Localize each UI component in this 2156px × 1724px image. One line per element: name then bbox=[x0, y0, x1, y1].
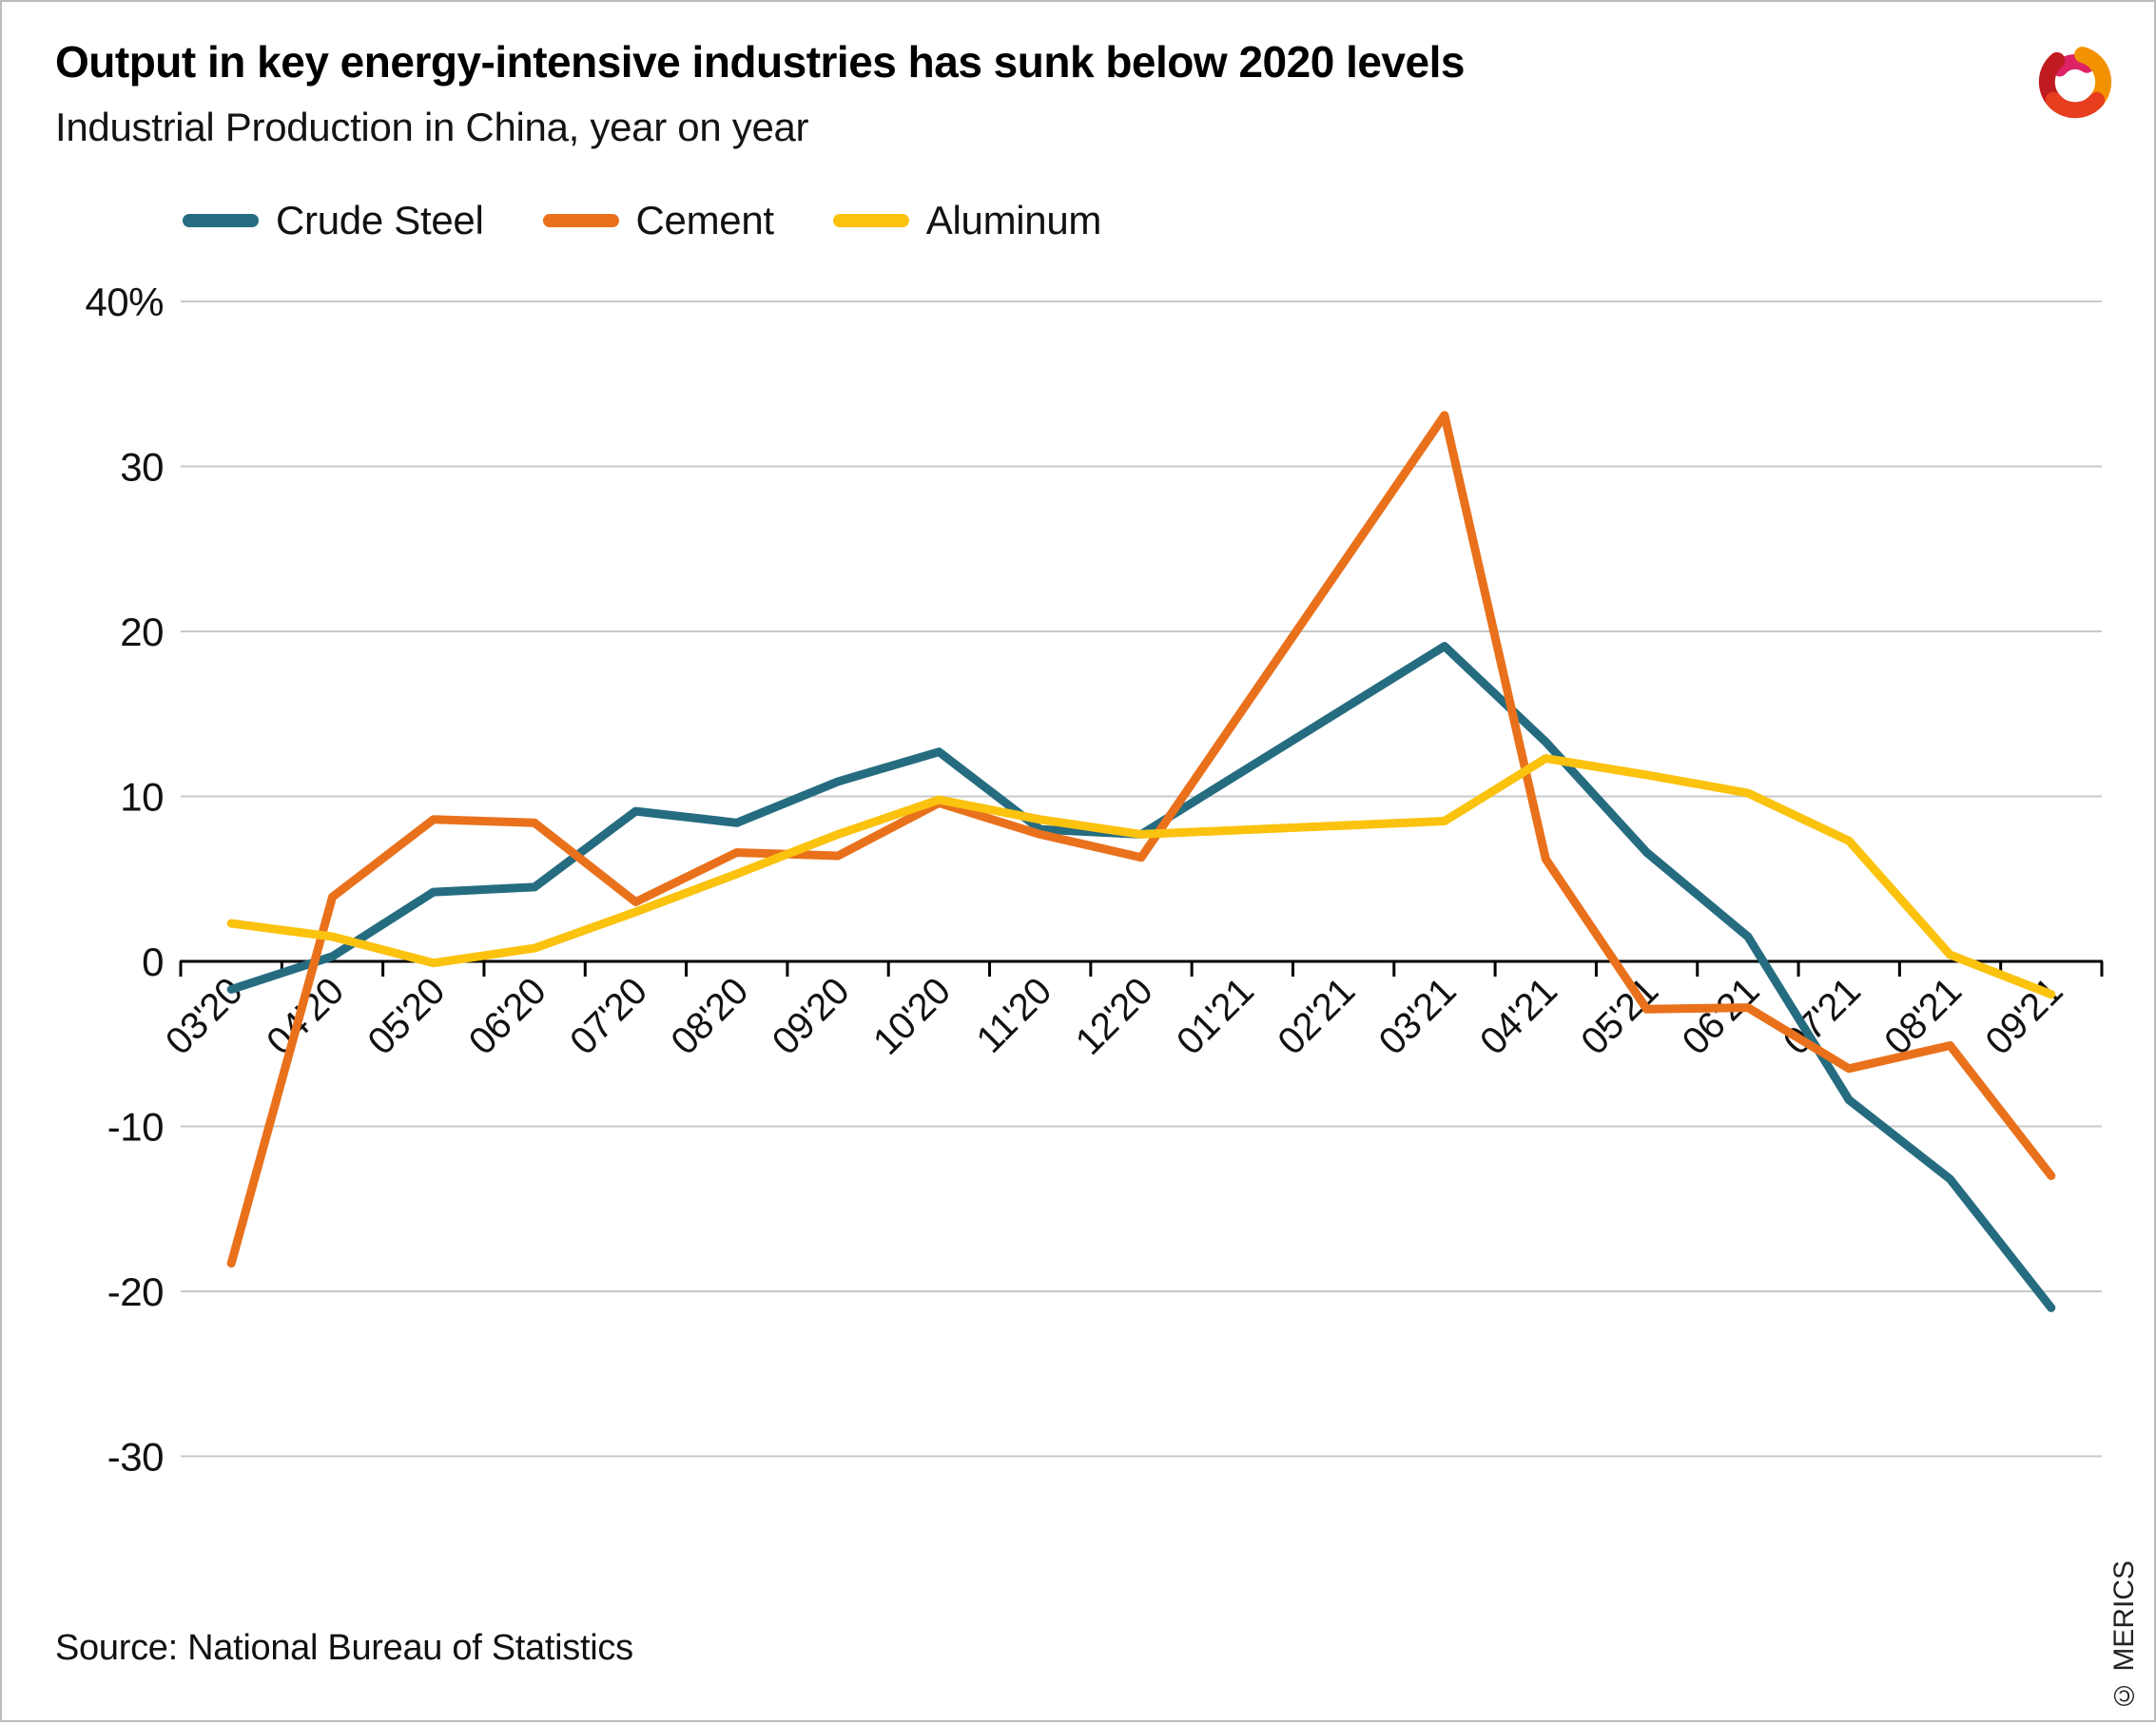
x-tick-label: 02'21 bbox=[1270, 970, 1363, 1063]
legend-item-cement: Cement bbox=[542, 198, 775, 243]
y-tick-label: -30 bbox=[107, 1435, 164, 1480]
legend-label: Aluminum bbox=[925, 198, 1102, 242]
y-tick-label: -20 bbox=[107, 1269, 164, 1314]
legend-label: Cement bbox=[635, 198, 775, 242]
merics-logo-icon bbox=[2038, 47, 2112, 119]
y-tick-label: 40% bbox=[85, 280, 164, 324]
copyright-note: © MERICS bbox=[2108, 1559, 2140, 1711]
legend-item-aluminum: Aluminum bbox=[832, 198, 1102, 243]
legend-swatch-icon bbox=[832, 214, 909, 227]
legend-label: Crude Steel bbox=[276, 198, 484, 242]
x-tick-label: 06'20 bbox=[461, 970, 554, 1063]
x-tick-label: 10'20 bbox=[865, 970, 959, 1063]
chart-legend: Crude Steel Cement Aluminum bbox=[183, 198, 1160, 243]
legend-swatch-icon bbox=[542, 214, 619, 227]
y-tick-label: 10 bbox=[120, 775, 164, 820]
x-tick-label: 11'20 bbox=[968, 970, 1059, 1061]
x-tick-label: 08'20 bbox=[663, 970, 756, 1063]
y-tick-label: -10 bbox=[107, 1105, 164, 1150]
legend-swatch-icon bbox=[183, 214, 259, 227]
y-tick-label: 0 bbox=[142, 939, 164, 984]
y-tick-label: 30 bbox=[120, 445, 164, 490]
y-tick-label: 20 bbox=[120, 610, 164, 654]
x-tick-label: 05'21 bbox=[1573, 970, 1666, 1063]
series-line-crude-steel bbox=[226, 642, 2056, 1312]
x-tick-label: 12'20 bbox=[1068, 970, 1161, 1063]
x-tick-label: 09'20 bbox=[765, 970, 858, 1063]
series-line-cement bbox=[226, 411, 2056, 1268]
x-tick-label: 07'20 bbox=[562, 970, 655, 1063]
source-note: Source: National Bureau of Statistics bbox=[55, 1628, 633, 1668]
legend-item-crude-steel: Crude Steel bbox=[183, 198, 484, 243]
x-tick-label: 03'21 bbox=[1371, 970, 1465, 1063]
page-subtitle: Industrial Production in China, year on … bbox=[55, 105, 809, 149]
x-tick-label: 05'20 bbox=[359, 970, 453, 1063]
page-title: Output in key energy-intensive industrie… bbox=[55, 37, 1465, 87]
x-tick-label: 04'21 bbox=[1472, 970, 1565, 1063]
x-tick-label: 01'21 bbox=[1169, 970, 1262, 1063]
x-tick-label: 06'21 bbox=[1675, 970, 1768, 1063]
series-line-aluminum bbox=[226, 754, 2056, 999]
